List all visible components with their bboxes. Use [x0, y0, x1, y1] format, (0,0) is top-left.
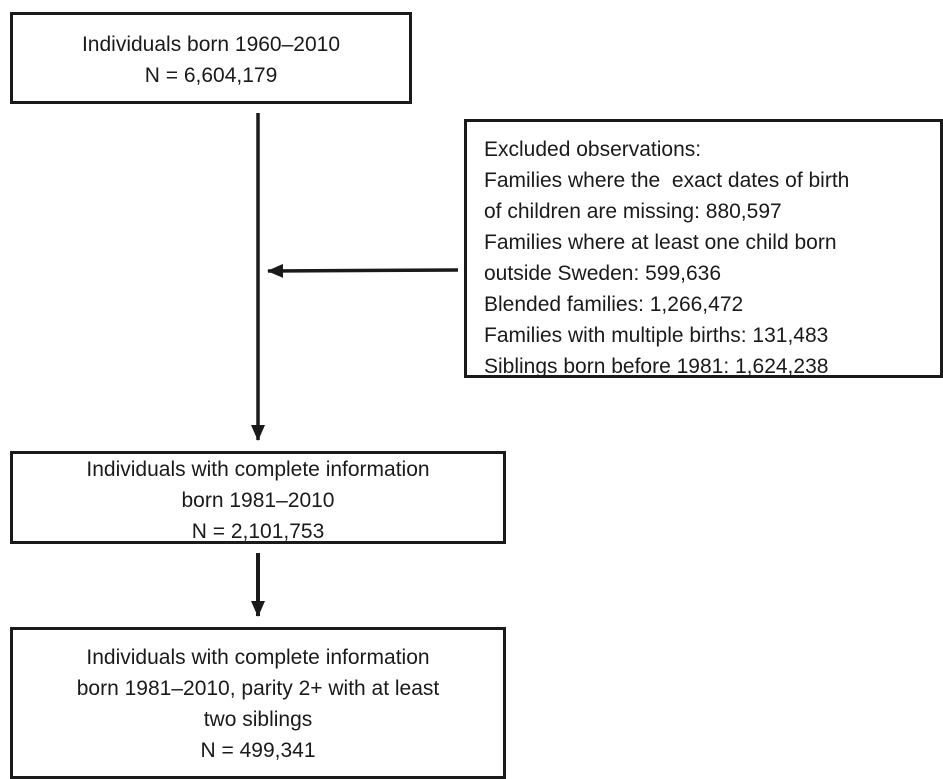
box-text: Excluded observations: — [484, 138, 702, 161]
box-text: two siblings — [203, 708, 313, 731]
box-text: Siblings born before 1981: 1,624,238 — [484, 355, 829, 378]
box-text: Families with multiple births: 131,483 — [484, 324, 829, 347]
box-text: of children are missing: 880,597 — [484, 200, 782, 223]
box-text: Families where at least one child born — [484, 231, 837, 254]
box-text: Blended families: 1,266,472 — [484, 293, 744, 316]
box-text: N = 499,341 — [200, 739, 316, 762]
exclusion-box: Excluded observations: Families where th… — [464, 119, 943, 378]
box-text: N = 6,604,179 — [144, 64, 278, 87]
start-box: Individuals born 1960–2010 N = 6,604,179 — [10, 12, 412, 104]
box-text: outside Sweden: 599,636 — [484, 262, 722, 285]
final-box: Individuals with complete information bo… — [10, 627, 506, 779]
box-text: Individuals born 1960–2010 — [81, 33, 341, 56]
arrow-left — [267, 263, 459, 278]
box-text: Families where the exact dates of birth — [484, 169, 850, 192]
box-text: Individuals with complete information — [86, 458, 430, 481]
box-text: born 1981–2010 — [181, 489, 335, 512]
box-text: born 1981–2010, parity 2+ with at least — [76, 677, 440, 700]
box-text: Individuals with complete information — [86, 646, 430, 669]
box-text: N = 2,101,753 — [191, 520, 325, 543]
complete-info-box: Individuals with complete information bo… — [10, 451, 506, 544]
